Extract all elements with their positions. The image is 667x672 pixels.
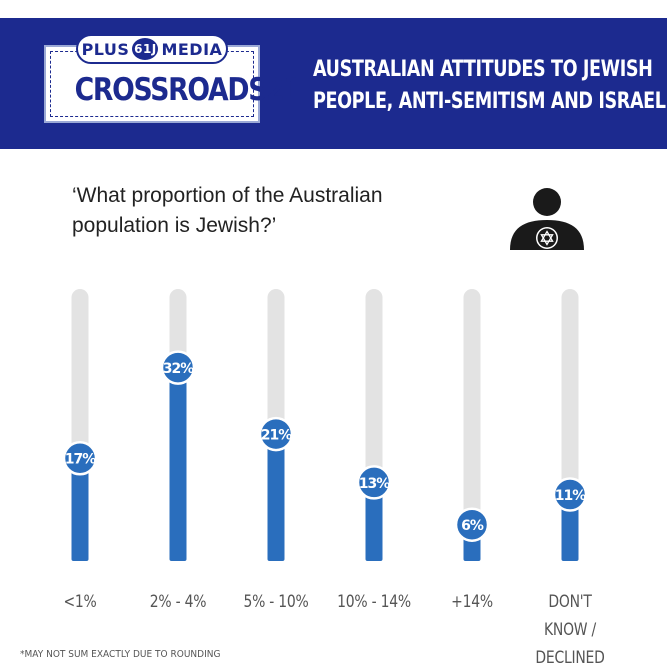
- title-line-2: PEOPLE, ANTI-SEMITISM AND ISRAEL: [313, 89, 666, 114]
- data-label-badge: [62, 440, 98, 476]
- bar: [365, 482, 383, 561]
- data-label: 17%: [65, 452, 96, 468]
- x-tick-label: 5% - 10%: [243, 592, 309, 612]
- data-label: 13%: [359, 476, 390, 492]
- x-tick-label: 10% - 14%: [337, 592, 411, 612]
- data-label: 21%: [261, 428, 292, 444]
- question-line-1: ‘What proportion of the Australian: [72, 184, 383, 207]
- logo-media-text: MEDIA: [161, 39, 223, 59]
- data-label: 32%: [163, 361, 194, 377]
- x-tick-label: DON'T KNOW / DECLINED: [535, 592, 605, 668]
- data-label-badge: [552, 477, 588, 512]
- x-tick-label: +14%: [451, 592, 493, 612]
- bar: [169, 367, 187, 561]
- logo-badge: 61J: [132, 38, 159, 60]
- data-label: 11%: [555, 488, 586, 504]
- bar: [267, 434, 285, 561]
- title-line-1: AUSTRALIAN ATTITUDES TO JEWISH: [313, 57, 653, 82]
- page-title: AUSTRALIAN ATTITUDES TO JEWISH PEOPLE, A…: [313, 54, 666, 118]
- data-label: 6%: [461, 518, 484, 534]
- data-label-badge: [356, 465, 392, 500]
- data-label-badge: [160, 350, 196, 385]
- footnote: *MAY NOT SUM EXACTLY DUE TO ROUNDING: [20, 649, 221, 660]
- question-line-2: population is Jewish?’: [72, 214, 277, 237]
- logo-plus-text: PLUS: [81, 39, 130, 59]
- person-with-star-of-david-icon: [510, 188, 584, 250]
- bar: [71, 458, 89, 561]
- data-label-badge: [258, 416, 294, 452]
- logo-pill: PLUS 61J MEDIA: [76, 34, 228, 64]
- x-tick-label: <1%: [63, 592, 97, 612]
- survey-question: ‘What proportion of the Australian popul…: [72, 181, 452, 241]
- bar-track: [463, 289, 481, 561]
- data-label-badge: [454, 507, 490, 542]
- x-tick-label: 2% - 4%: [149, 592, 207, 612]
